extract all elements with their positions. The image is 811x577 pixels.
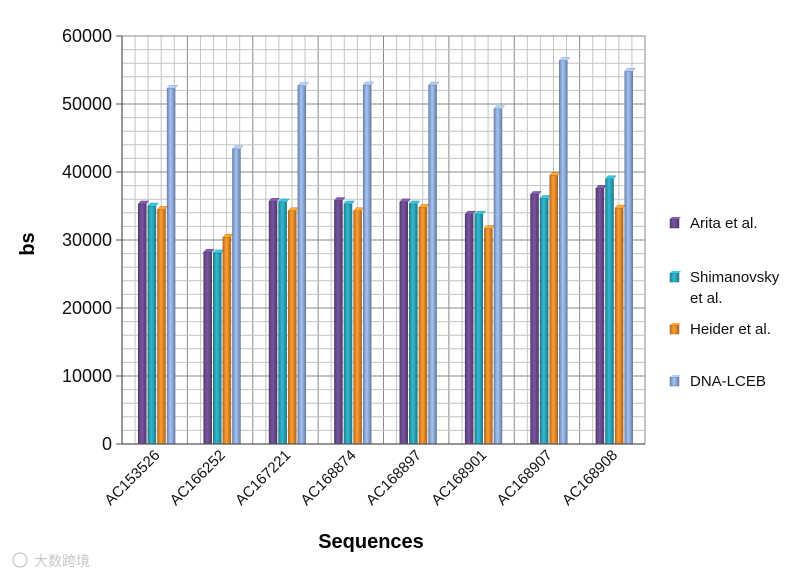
- bar-heider-et-al--ac167221: [287, 210, 297, 445]
- bar-top-cap: [530, 191, 542, 195]
- bar-top-cap: [558, 57, 571, 61]
- bar-dna-lceb-ac168907: [559, 60, 568, 445]
- bar-heider-et-al--ac168901: [484, 228, 493, 445]
- bar-top-cap: [232, 145, 244, 150]
- bar-dna-lceb-ac167221: [297, 85, 307, 445]
- legend-swatch-cap: [670, 375, 681, 377]
- bar-dna-lceb-ac168908: [624, 71, 633, 445]
- legend-label: et al.: [690, 290, 723, 307]
- y-axis-title: bs: [17, 232, 39, 255]
- bar-top-cap: [428, 81, 440, 86]
- watermark-text: 大数跨境: [34, 553, 90, 569]
- legend-label: DNA-LCEB: [690, 373, 766, 390]
- bar-arita-et-al--ac167221: [268, 200, 278, 445]
- legend-swatch: [669, 324, 680, 335]
- bar-top-cap: [147, 202, 159, 207]
- bar-top-cap: [203, 249, 215, 253]
- bar-shimanovsky-et-al--ac168907: [539, 198, 549, 445]
- bar-shimanovsky-et-al--ac166252: [213, 252, 222, 445]
- bar-arita-et-al--ac168874: [334, 200, 343, 445]
- bar-top-cap: [399, 198, 411, 203]
- legend-label: Heider et al.: [690, 321, 771, 338]
- bar-arita-et-al--ac153526: [138, 203, 147, 445]
- bar-heider-et-al--ac168908: [614, 207, 624, 445]
- bar-arita-et-al--ac168908: [595, 188, 605, 445]
- bar-shimanovsky-et-al--ac153526: [147, 205, 157, 445]
- legend-swatch-cap: [670, 271, 681, 273]
- bar-top-cap: [343, 200, 355, 205]
- legend-label: Shimanovsky: [690, 269, 780, 286]
- y-tick-label: 0: [102, 434, 112, 454]
- legend-item: Shimanovsky et al.: [669, 269, 780, 307]
- bar-shimanovsky-et-al--ac168908: [605, 178, 614, 445]
- bar-top-cap: [333, 197, 346, 201]
- bar-top-cap: [137, 200, 150, 205]
- bar-dna-lceb-ac153526: [166, 88, 176, 445]
- y-tick-label: 10000: [62, 366, 112, 386]
- legend-swatch-cap: [670, 217, 681, 219]
- bar-shimanovsky-et-al--ac168874: [343, 203, 353, 445]
- bar-top-cap: [605, 175, 617, 179]
- legend: Arita et al. Shimanovsky et al. Heider et …: [669, 215, 780, 390]
- legend-swatch-cap: [670, 323, 681, 325]
- bar-dna-lceb-ac168901: [493, 108, 503, 445]
- bar-dna-lceb-ac168897: [428, 84, 437, 445]
- bar-shimanovsky-et-al--ac168901: [474, 213, 484, 445]
- y-tick-label: 30000: [62, 230, 112, 250]
- bar-top-cap: [493, 105, 505, 109]
- legend-swatch: [669, 376, 680, 387]
- watermark: 大数跨境: [12, 552, 90, 569]
- bar-top-cap: [624, 68, 636, 72]
- bar-top-cap: [268, 198, 280, 202]
- bar-heider-et-al--ac168874: [353, 210, 362, 445]
- watermark-logo-icon: [12, 552, 28, 568]
- bar-arita-et-al--ac168907: [530, 194, 539, 445]
- bar-heider-et-al--ac168897: [418, 207, 428, 445]
- bar-top-cap: [166, 85, 179, 89]
- bar-heider-et-al--ac166252: [222, 237, 232, 445]
- bar-dna-lceb-ac166252: [232, 148, 241, 445]
- bar-arita-et-al--ac166252: [203, 251, 212, 445]
- y-tick-label: 40000: [62, 162, 112, 182]
- bar-top-cap: [297, 82, 309, 86]
- y-tick-label: 20000: [62, 298, 112, 318]
- y-tick-label: 50000: [62, 94, 112, 114]
- x-axis-title: Sequences: [318, 531, 424, 553]
- bar-top-cap: [464, 210, 477, 215]
- legend-item: Heider et al.: [669, 321, 771, 338]
- legend-swatch: [669, 218, 680, 229]
- legend-item: DNA-LCEB: [669, 373, 766, 390]
- bar-arita-et-al--ac168901: [464, 213, 474, 445]
- bar-top-cap: [408, 200, 421, 205]
- bar-shimanovsky-et-al--ac167221: [278, 201, 287, 445]
- bar-arita-et-al--ac168897: [399, 201, 409, 445]
- legend-label: Arita et al.: [690, 215, 758, 232]
- y-tick-label: 60000: [62, 26, 112, 46]
- bar-shimanovsky-et-al--ac168897: [409, 203, 418, 445]
- legend-item: Arita et al.: [669, 215, 758, 232]
- bars: [137, 57, 636, 445]
- bar-top-cap: [474, 210, 486, 215]
- bar-heider-et-al--ac168907: [549, 175, 558, 445]
- legend-swatch: [669, 272, 680, 283]
- bar-heider-et-al--ac153526: [157, 209, 166, 445]
- bar-dna-lceb-ac168874: [362, 84, 372, 445]
- bar-top-cap: [278, 198, 290, 203]
- y-axis: 0 10000 20000 30000 40000 50000 60000: [62, 26, 123, 454]
- bar-top-cap: [362, 81, 375, 86]
